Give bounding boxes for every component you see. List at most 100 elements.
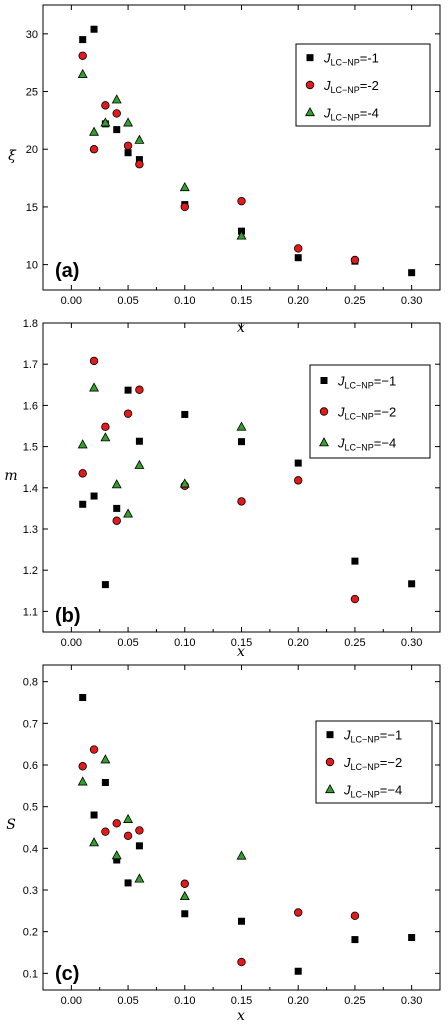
data-point — [181, 410, 189, 418]
y-tick-label: 0.5 — [23, 802, 38, 814]
data-point — [113, 126, 121, 134]
y-tick-label: 1.6 — [23, 400, 38, 412]
y-tick-label: 20 — [26, 144, 38, 156]
y-tick-label: 0.3 — [23, 885, 38, 897]
data-point — [101, 422, 110, 432]
x-tick-label: 0.10 — [174, 995, 195, 1007]
data-point — [90, 811, 98, 819]
x-tick-label: 0.00 — [61, 637, 82, 649]
y-tick-label: 0.7 — [23, 718, 38, 730]
x-tick-label: 0.20 — [288, 995, 309, 1007]
x-tick-label: 0.05 — [117, 995, 138, 1007]
legend-label: JLC−NP=-1 — [323, 51, 379, 68]
data-point — [294, 254, 302, 262]
data-point — [350, 255, 360, 265]
legend-marker — [319, 437, 329, 447]
y-tick-label: 1.3 — [23, 524, 38, 536]
legend-label: JLC−NP=−2 — [343, 755, 402, 772]
x-tick-label: 0.30 — [401, 295, 422, 307]
data-point — [294, 476, 303, 485]
data-point — [78, 762, 87, 771]
data-point — [135, 385, 144, 394]
panel-label: (a) — [55, 260, 79, 282]
data-point — [238, 917, 245, 925]
y-tick-label: 1.2 — [23, 565, 38, 577]
panel-c: 0.00 0.05 0.10 0.15 0.20 0.25 0.30 0.1 0.2 0.3 0.4… — [6, 664, 441, 1024]
legend-label: JLC−NP=-2 — [323, 78, 379, 95]
series-1 — [79, 694, 416, 975]
x-tick-label: 0.10 — [174, 295, 195, 307]
y-tick-label: 1.8 — [23, 318, 38, 330]
legend-marker — [320, 377, 328, 384]
data-point — [124, 149, 132, 157]
y-tick-label: 1.5 — [23, 442, 38, 454]
x-tick-label: 0.05 — [117, 295, 138, 307]
data-point — [179, 478, 190, 488]
data-point — [100, 754, 111, 764]
x-tick-label: 0.05 — [117, 637, 138, 649]
data-point — [123, 409, 133, 418]
legend: JLC−NP=−1 JLC−NP=−2 JLC−NP=−4 — [315, 720, 433, 804]
y-axis-label: m — [4, 468, 17, 484]
legend: JLC−NP=-1 JLC−NP=-2 JLC−NP=-4 — [295, 43, 431, 127]
data-point — [79, 694, 87, 701]
series-2 — [78, 356, 360, 604]
data-point — [123, 813, 134, 823]
data-point — [78, 51, 87, 60]
legend-marker — [319, 407, 329, 416]
data-point — [236, 421, 247, 431]
data-point — [77, 68, 88, 79]
series-2 — [78, 745, 360, 967]
data-point — [294, 459, 302, 467]
data-point — [123, 831, 133, 841]
data-point — [79, 500, 87, 508]
x-tick-label: 0.25 — [344, 637, 365, 649]
data-point — [181, 910, 189, 918]
data-point — [135, 160, 144, 169]
plot-frame — [42, 664, 441, 991]
data-point — [180, 879, 189, 888]
data-point — [135, 826, 144, 835]
data-point — [124, 879, 132, 887]
x-axis-label: x — [237, 1008, 245, 1024]
data-point — [101, 581, 109, 589]
legend-marker — [305, 106, 315, 117]
data-point — [123, 141, 133, 150]
panel-label: (b) — [55, 605, 81, 627]
legend-box — [315, 720, 433, 804]
data-point — [100, 117, 111, 127]
data-point — [79, 36, 87, 44]
data-point — [113, 856, 121, 864]
data-point — [78, 469, 87, 478]
data-point — [351, 936, 359, 944]
data-point — [179, 890, 190, 901]
data-point — [408, 269, 416, 277]
y-tick-label: 0.2 — [23, 927, 38, 939]
legend-label: JLC−NP=−4 — [343, 782, 402, 799]
x-tick-label: 0.15 — [231, 637, 252, 649]
panel-b: 0.00 0.05 0.10 0.15 0.20 0.25 0.30 1.1 1.2 1.3 1.4… — [4, 318, 441, 660]
legend-box — [309, 364, 431, 459]
data-point — [135, 842, 143, 850]
legend-marker — [326, 731, 334, 739]
y-tick-label: 30 — [26, 29, 38, 41]
data-point — [350, 594, 360, 604]
data-point — [123, 117, 134, 127]
y-axis-label: S — [6, 817, 16, 833]
data-point — [180, 202, 189, 212]
data-point — [113, 504, 121, 512]
data-point — [123, 508, 134, 518]
data-point — [134, 459, 145, 469]
data-point — [101, 779, 109, 786]
panel-a: 0.000.050.100.150.200.250.301015202530xξ… — [8, 4, 441, 336]
x-tick-label: 0.25 — [344, 995, 365, 1007]
panel-label: (c) — [55, 963, 79, 985]
y-tick-label: 1.4 — [23, 483, 38, 495]
y-axis-label: ξ — [8, 148, 17, 164]
data-point — [90, 25, 98, 33]
data-point — [124, 386, 132, 394]
data-point — [89, 382, 100, 392]
x-tick-label: 0.15 — [231, 295, 252, 307]
x-tick-label: 0.00 — [61, 295, 82, 307]
data-point — [112, 109, 121, 118]
